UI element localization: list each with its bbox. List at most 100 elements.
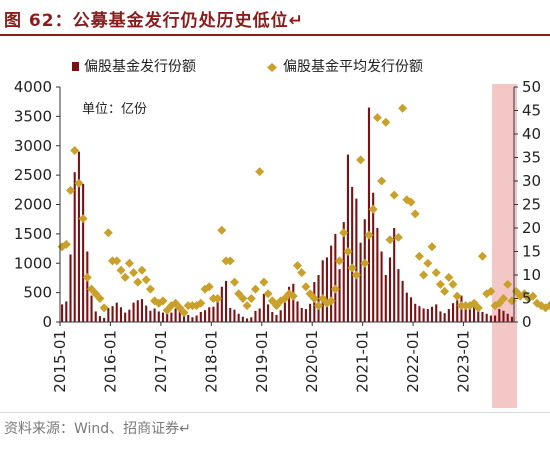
bar	[359, 242, 362, 322]
bar	[502, 310, 505, 322]
average-marker	[435, 279, 445, 289]
bar	[82, 183, 85, 322]
bar	[338, 269, 341, 323]
average-marker	[99, 303, 109, 313]
bar	[107, 307, 110, 322]
bar	[443, 313, 446, 322]
average-marker	[372, 113, 382, 123]
average-marker	[351, 270, 361, 280]
right-tick-label: 20	[522, 219, 541, 237]
right-tick-label: 10	[522, 266, 541, 284]
bar	[94, 311, 97, 322]
bar	[393, 228, 396, 322]
average-marker	[66, 185, 75, 195]
bar	[506, 313, 509, 322]
bar	[304, 309, 307, 322]
bar	[367, 107, 371, 322]
average-marker	[78, 214, 88, 224]
bar	[225, 280, 228, 323]
average-marker	[116, 265, 126, 275]
average-marker	[213, 294, 223, 303]
bar	[271, 312, 274, 322]
unit-note: 单位：亿份	[82, 102, 147, 117]
bar	[452, 303, 455, 322]
bar	[279, 310, 282, 322]
bar	[128, 309, 131, 322]
average-marker	[95, 294, 105, 303]
bar	[464, 302, 467, 322]
bar	[414, 303, 417, 322]
right-tick-label: 35	[522, 149, 541, 167]
average-marker	[360, 258, 370, 268]
right-tick-label: 5	[522, 290, 532, 308]
bar	[161, 312, 165, 322]
title-divider	[0, 34, 550, 36]
bar	[355, 198, 358, 323]
bar	[430, 306, 434, 322]
bar	[73, 172, 76, 322]
bar	[174, 308, 177, 322]
bar	[250, 317, 253, 322]
bar	[182, 314, 186, 322]
legend-swatch-bars	[72, 62, 79, 71]
x-tick-label: 2017-01	[152, 330, 170, 393]
average-marker	[129, 268, 139, 278]
bar	[132, 302, 135, 322]
right-tick-label: 40	[522, 125, 541, 143]
right-tick-label: 0	[522, 313, 532, 331]
left-tick-label: 0	[42, 313, 52, 331]
average-marker	[377, 176, 387, 186]
average-marker	[124, 258, 134, 268]
bar	[258, 308, 261, 322]
average-marker	[230, 277, 239, 287]
x-tick-label: 2023-01	[455, 330, 473, 393]
average-marker	[179, 308, 189, 318]
bar	[300, 307, 303, 322]
bar	[468, 308, 471, 322]
average-marker	[314, 301, 323, 311]
average-marker	[440, 286, 450, 296]
average-marker	[238, 294, 248, 303]
average-marker	[242, 301, 252, 311]
average-marker	[133, 277, 143, 287]
average-marker	[335, 256, 344, 266]
average-marker	[381, 117, 391, 127]
average-marker	[356, 155, 366, 165]
page-title: 图 62：公募基金发行仍处历史低位↵	[4, 11, 304, 31]
bar	[409, 297, 413, 322]
bar	[262, 293, 265, 322]
average-marker	[309, 294, 319, 303]
bar	[283, 302, 286, 322]
average-marker	[473, 303, 483, 313]
average-marker	[347, 263, 357, 273]
bar	[115, 302, 118, 322]
average-marker	[263, 289, 273, 299]
average-marker	[414, 251, 424, 261]
average-marker	[478, 251, 487, 261]
right-tick-label: 25	[522, 196, 541, 214]
bar	[157, 311, 160, 322]
bar	[140, 299, 144, 322]
average-marker	[82, 272, 92, 282]
bar	[61, 304, 64, 323]
bar	[321, 260, 324, 322]
bar	[237, 313, 240, 322]
bar	[216, 297, 219, 322]
bar	[212, 306, 215, 322]
average-marker	[427, 242, 437, 252]
average-marker	[120, 272, 130, 282]
bar	[199, 312, 202, 322]
bar	[69, 254, 72, 322]
average-marker	[448, 279, 458, 289]
bar	[372, 192, 375, 322]
bar	[351, 186, 354, 323]
bar	[456, 300, 459, 322]
average-marker	[368, 204, 378, 214]
average-marker	[528, 291, 538, 301]
average-marker	[217, 225, 227, 235]
average-marker	[507, 296, 517, 306]
x-tick-label: 2021-01	[354, 330, 372, 393]
bar	[191, 317, 194, 322]
x-tick-label: 2016-01	[101, 330, 119, 393]
bar	[397, 269, 400, 323]
